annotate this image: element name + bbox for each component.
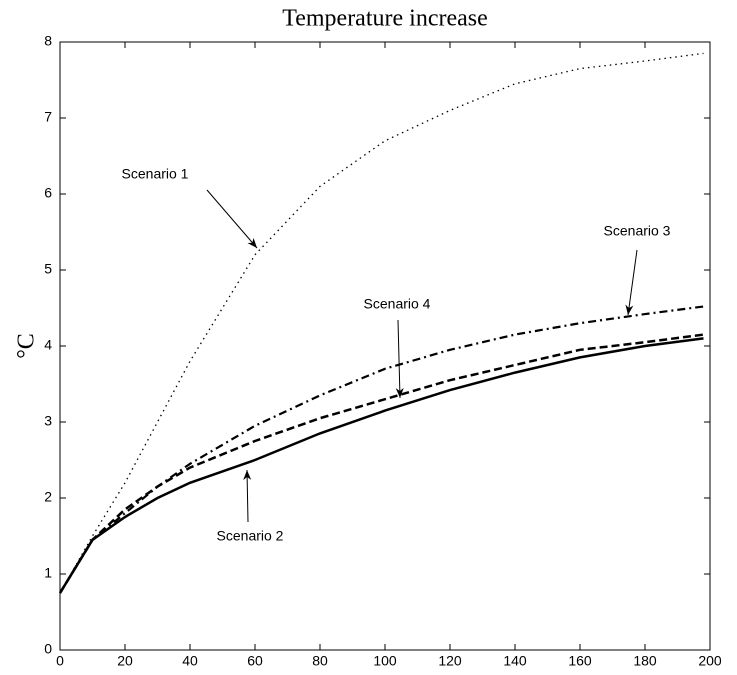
series-line <box>58 333 704 594</box>
annotation-text: Scenario 3 <box>604 223 671 239</box>
y-tick-label: 1 <box>44 565 52 581</box>
y-tick-label: 2 <box>44 489 52 505</box>
annotation-arrow <box>206 189 258 249</box>
x-tick-label: 60 <box>247 653 263 669</box>
chart-title: Temperature increase <box>282 6 488 32</box>
x-tick-label: 0 <box>56 653 64 669</box>
y-tick-label: 0 <box>44 641 52 657</box>
series-line <box>59 305 704 594</box>
y-tick-label: 8 <box>44 33 52 49</box>
y-axis-label: °C <box>14 333 40 359</box>
y-tick-label: 4 <box>44 337 52 353</box>
x-tick-label: 40 <box>182 653 198 669</box>
annotation-text: Scenario 4 <box>364 296 431 312</box>
x-tick-label: 200 <box>698 653 722 669</box>
series-line <box>59 52 704 594</box>
y-tick-label: 5 <box>44 261 52 277</box>
x-tick-label: 180 <box>633 653 657 669</box>
annotation-arrow <box>243 469 252 523</box>
annotation-text: Scenario 1 <box>122 166 189 182</box>
y-tick-label: 3 <box>44 413 52 429</box>
x-tick-label: 100 <box>373 653 397 669</box>
series-line <box>58 337 704 594</box>
x-tick-label: 140 <box>503 653 527 669</box>
y-tick-label: 7 <box>44 109 52 125</box>
annotation-arrow <box>625 249 638 316</box>
annotation-text: Scenario 2 <box>217 528 284 544</box>
y-tick-label: 6 <box>44 185 52 201</box>
x-tick-label: 120 <box>438 653 462 669</box>
x-tick-label: 160 <box>568 653 592 669</box>
x-tick-label: 20 <box>117 653 133 669</box>
annotation-arrow <box>395 319 404 399</box>
x-tick-label: 80 <box>312 653 328 669</box>
